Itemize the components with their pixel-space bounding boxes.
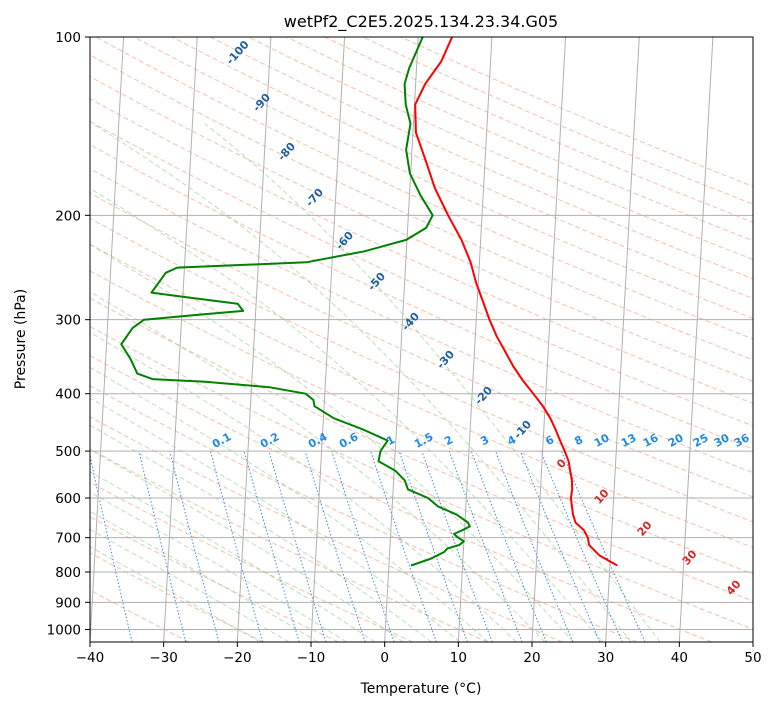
x-tick-label: 20 (523, 650, 540, 666)
dry-adiabat-line (90, 192, 753, 498)
moist-adiabat-line (90, 528, 290, 642)
x-tick-label: 50 (744, 650, 761, 666)
mixing-ratio-line (304, 450, 366, 642)
mixing-ratio-line (209, 450, 264, 642)
y-tick-label: 100 (55, 30, 81, 46)
mixing-ratio-line (448, 450, 523, 642)
dry-adiabat-line (90, 481, 414, 642)
moist-adiabat-line (90, 546, 261, 642)
isotherm-line (310, 37, 346, 642)
y-tick-label: 1000 (47, 622, 81, 638)
mixing-ratio-line (421, 450, 493, 642)
moist-adiabat-line (90, 243, 574, 642)
dry-adiabat-line (90, 516, 339, 642)
mixing-ratio-line (519, 450, 601, 642)
moist-adiabat-line (90, 424, 432, 642)
mixing-ratio-line (138, 450, 187, 642)
y-tick-label: 600 (55, 491, 81, 507)
mixing-ratio-label: 25 (691, 431, 711, 450)
mixing-ratio-line (561, 450, 646, 642)
moist-adiabat-line (90, 291, 546, 642)
y-axis-label: Pressure (hPa) (13, 289, 29, 389)
mixing-ratio-line (169, 450, 220, 642)
mixing-ratio-line (268, 450, 327, 642)
isotherm-line (163, 37, 198, 642)
plot-area (90, 37, 753, 642)
x-tick-label: 0 (380, 650, 389, 666)
moist-adiabat-line (92, 123, 632, 642)
x-tick-label: 10 (450, 650, 467, 666)
dry-adiabat-line (90, 326, 753, 630)
mixing-ratio-line (398, 450, 468, 642)
isotherm-line (90, 37, 125, 642)
x-axis-label: Temperature (°C) (360, 681, 482, 697)
mixing-ratio-label: 16 (641, 431, 661, 450)
y-tick-label: 200 (55, 208, 81, 224)
isotherm-line (236, 37, 272, 642)
y-tick-label: 900 (55, 595, 81, 611)
profile-lines (120, 37, 618, 567)
dry-adiabat-line (90, 120, 753, 427)
moist-adiabat-line (90, 397, 461, 642)
isotherm-line (678, 37, 714, 642)
mixing-ratio-label: 30 (712, 431, 732, 450)
mixing-ratio-line (470, 450, 547, 642)
y-tick-label: 700 (55, 531, 81, 547)
dry-adiabat-line (90, 270, 753, 575)
moist-adiabat-line (204, 123, 661, 642)
chart-title: wetPf2_C2E5.2025.134.23.34.G05 (284, 12, 558, 32)
mixing-ratio-line (540, 450, 623, 642)
temperature-profile-line (414, 37, 618, 567)
plot-frame (89, 36, 754, 643)
dry-adiabat-line (90, 448, 488, 642)
mixing-ratio-line (243, 450, 300, 642)
mixing-ratio-label: 20 (666, 431, 686, 450)
moist-adiabat-line (90, 187, 603, 642)
x-tick-label: −30 (149, 650, 178, 666)
dry-adiabat-line (90, 144, 753, 450)
isotherm-line (384, 37, 419, 642)
dry-adiabat-line (90, 355, 712, 642)
dry-adiabat-line (171, 37, 753, 299)
moist-adiabat-line (90, 449, 404, 642)
y-tick-label: 400 (55, 387, 81, 403)
x-tick-label: −20 (223, 650, 252, 666)
dewpoint-profile-line (120, 37, 471, 567)
isotherm-line (605, 37, 640, 642)
dry-adiabat-line (133, 37, 753, 320)
moist-adiabat-line (90, 331, 517, 642)
mixing-ratio-label: 10 (592, 431, 612, 450)
x-tick-label: 40 (671, 650, 688, 666)
isotherm-line (531, 37, 567, 642)
dry-adiabat-line (90, 589, 190, 642)
dry-adiabat-line (90, 217, 753, 523)
dry-adiabat-line (90, 168, 753, 474)
background-lines (90, 37, 753, 642)
x-tick-label: 30 (597, 650, 614, 666)
moist-adiabat-line (90, 491, 347, 642)
y-axis: 100 200 300 400 500 600 700 800 900 1000 (47, 30, 90, 638)
y-tick-label: 500 (55, 444, 81, 460)
x-tick-label: −40 (76, 650, 105, 666)
x-tick-label: −10 (297, 650, 326, 666)
x-axis: −40 −30 −20 −10 0 10 20 30 40 50 (76, 642, 762, 666)
y-tick-label: 300 (55, 313, 81, 329)
mixing-ratio-label: 36 (732, 431, 752, 450)
mixing-ratio-label: 13 (619, 431, 639, 450)
mixing-ratio-line (495, 450, 574, 642)
dry-adiabat-line (90, 416, 563, 642)
y-tick-label: 800 (55, 565, 81, 581)
mixing-ratio-line (370, 450, 437, 642)
